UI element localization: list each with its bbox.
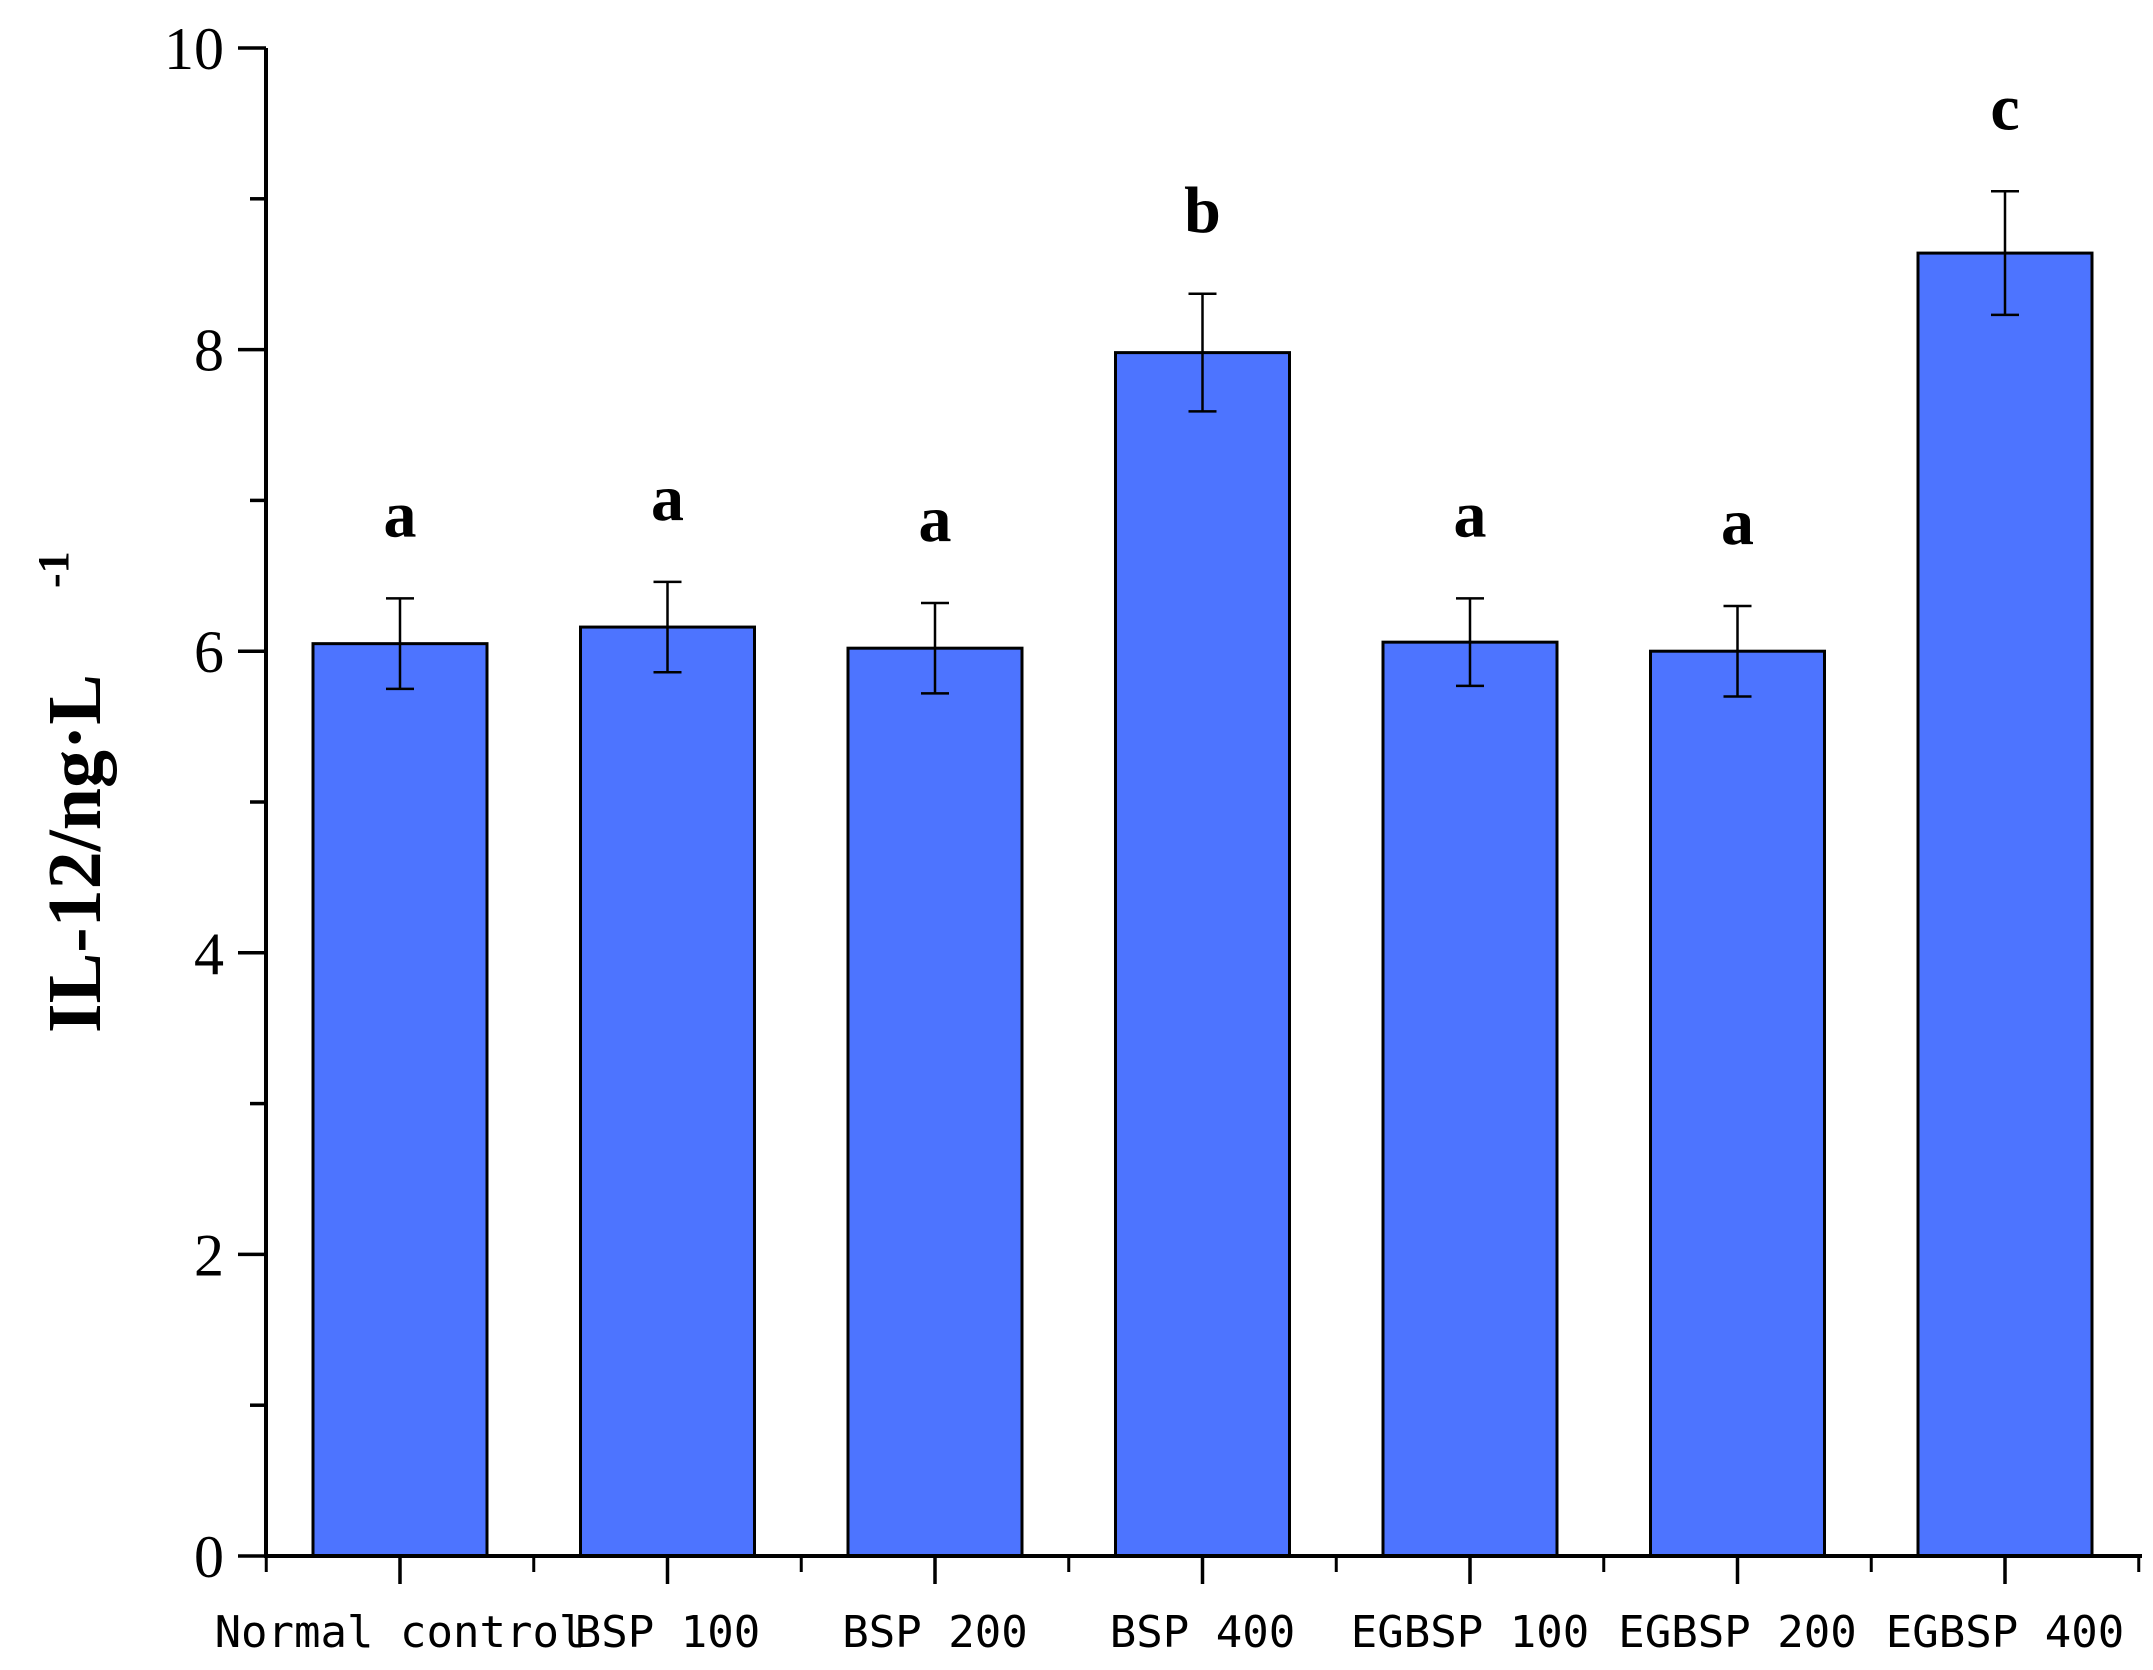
significance-label: b	[1184, 174, 1221, 247]
bar	[1916, 251, 2094, 1558]
significance-label: a	[651, 462, 684, 535]
bar	[1649, 649, 1826, 1558]
significance-label: a	[384, 478, 417, 551]
x-category-label: BSP 400	[1110, 1607, 1295, 1658]
y-tick-label: 8	[194, 318, 224, 384]
y-tick-label: 0	[194, 1524, 224, 1590]
x-category-label: BSP 100	[575, 1607, 760, 1658]
y-axis-label: IL-12/ng·L	[33, 674, 117, 1033]
y-tick-label: 6	[194, 619, 224, 685]
bar	[846, 646, 1024, 1558]
significance-label: a	[1721, 486, 1754, 559]
significance-label: a	[1454, 478, 1487, 551]
bar	[1381, 640, 1559, 1558]
y-tick-label: 2	[194, 1222, 224, 1288]
x-category-label: EGBSP 200	[1618, 1607, 1856, 1658]
bar	[1114, 351, 1291, 1558]
bar	[579, 625, 756, 1558]
x-category-label: EGBSP 400	[1886, 1607, 2124, 1658]
y-tick-label: 4	[194, 921, 224, 987]
bar	[311, 642, 489, 1558]
significance-label: c	[1990, 71, 2019, 144]
y-axis-title: IL-12/ng·L -1	[29, 551, 117, 1033]
x-category-label: Normal control	[215, 1607, 586, 1658]
x-category-label: EGBSP 100	[1351, 1607, 1589, 1658]
y-axis-label-superscript: -1	[29, 551, 78, 588]
x-category-label: BSP 200	[842, 1607, 1027, 1658]
significance-label: a	[919, 483, 952, 556]
y-tick-label: 10	[164, 16, 224, 82]
